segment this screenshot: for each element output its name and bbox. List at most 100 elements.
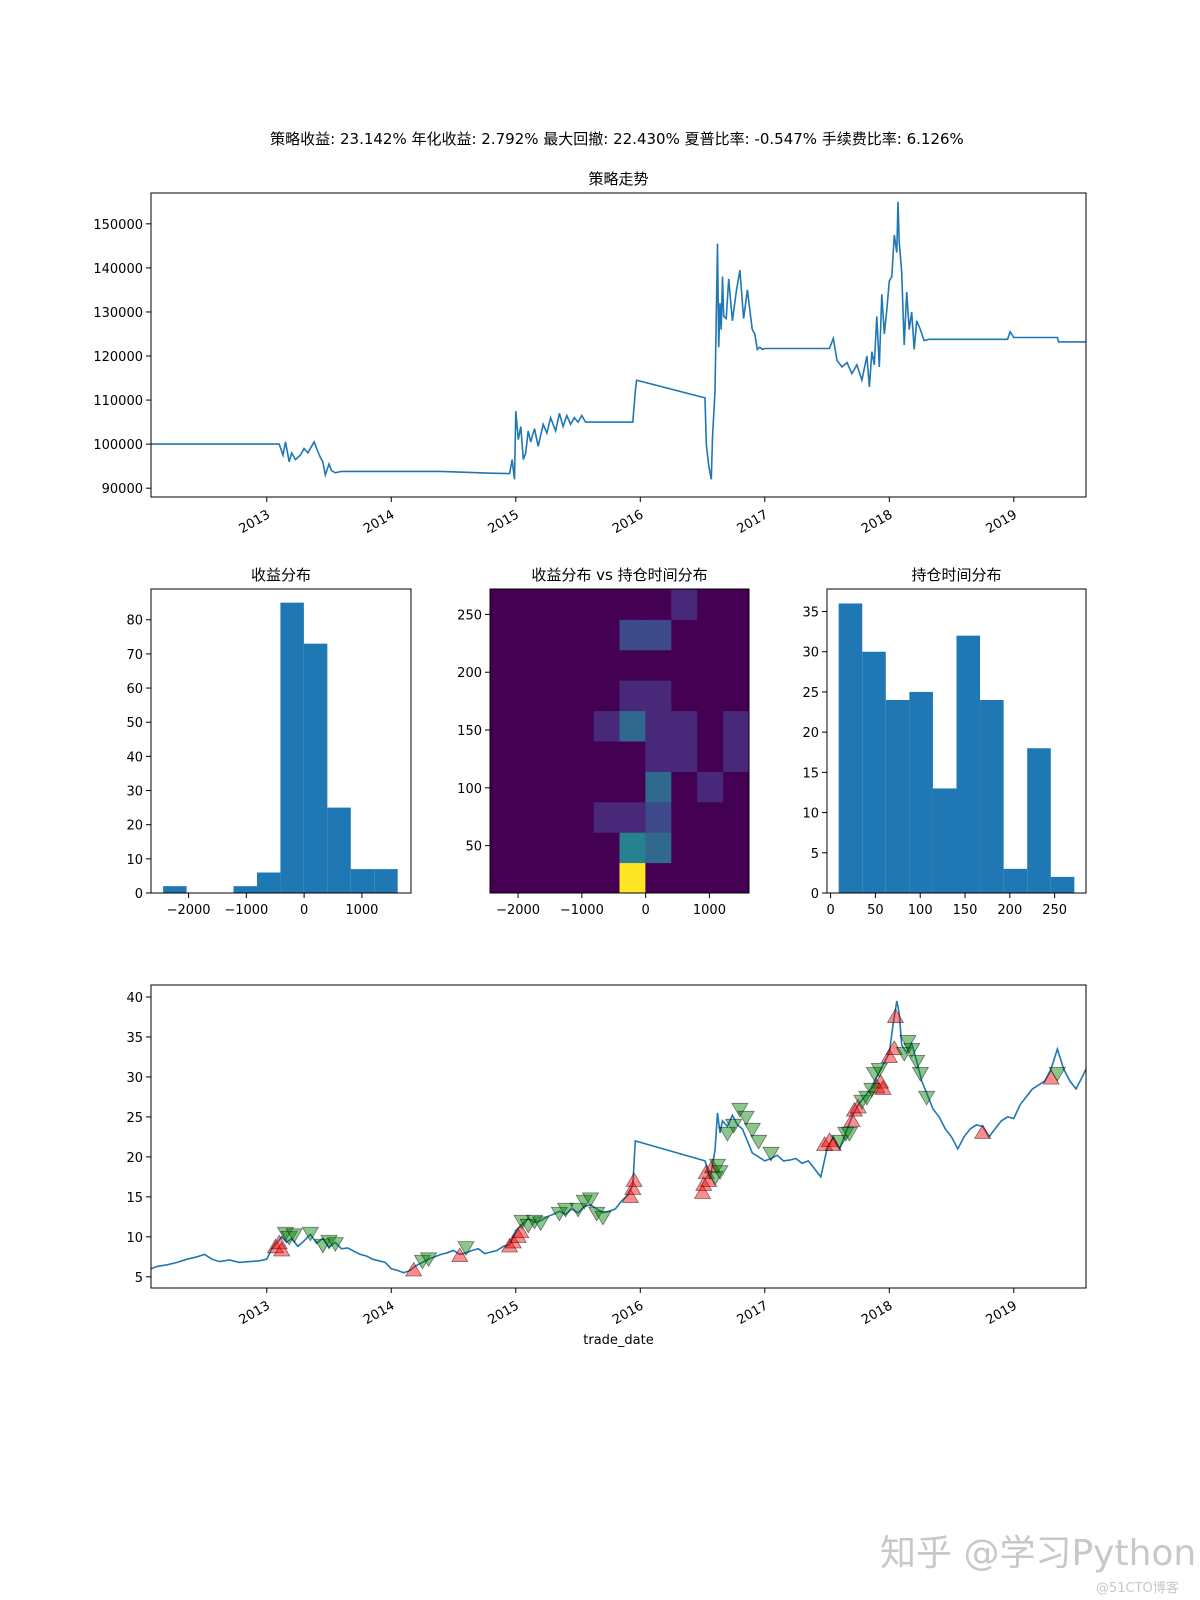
sell-marker xyxy=(911,1066,930,1082)
heatmap-cell xyxy=(619,680,646,712)
y-tick-label: 10 xyxy=(802,807,819,822)
x-tick-label: −2000 xyxy=(167,903,211,918)
heatmap-cell xyxy=(671,589,698,620)
heatmap-cell xyxy=(593,649,620,681)
heatmap-cell xyxy=(671,862,698,894)
heatmap-cell xyxy=(671,801,698,833)
buy-marker xyxy=(500,1237,519,1253)
buy-marker xyxy=(815,1136,834,1151)
heatmap-cell xyxy=(515,589,543,620)
buy-marker xyxy=(880,1048,898,1063)
heatmap-cell xyxy=(593,862,620,894)
buy-marker xyxy=(820,1132,839,1147)
chart-title: 收益分布 xyxy=(251,566,311,584)
y-tick-label: 25 xyxy=(802,686,819,701)
heatmap-cell xyxy=(593,741,620,772)
strategy-chart: 策略走势 2013 2014 2015 2016 2017 2018 2019 90000 100… xyxy=(93,170,1087,537)
heatmap-cell xyxy=(541,589,569,620)
x-tick-label: 2013 xyxy=(237,1298,273,1328)
heatmap-cell xyxy=(593,801,620,833)
sell-marker xyxy=(581,1192,600,1208)
heatmap-cell xyxy=(619,619,646,651)
sell-marker xyxy=(830,1134,849,1150)
price-chart: 2013 2014 2015 2016 2017 2018 2019 5 10 15 20 25 30 3… xyxy=(126,984,1087,1348)
heatmap-cell xyxy=(490,862,517,894)
heatmap-cell xyxy=(515,801,543,833)
heatmap-cell xyxy=(671,649,698,681)
x-tick-label: −1000 xyxy=(224,903,268,918)
bar xyxy=(163,886,187,893)
heatmap-cell xyxy=(490,771,517,803)
x-tick-label: 2015 xyxy=(486,507,522,537)
sell-marker xyxy=(711,1165,729,1181)
sell-marker xyxy=(285,1228,303,1244)
sell-marker xyxy=(743,1122,762,1138)
sell-marker xyxy=(907,1054,926,1070)
axes-frame xyxy=(826,588,1087,894)
x-tick-label: 100 xyxy=(908,903,933,918)
heatmap-cell xyxy=(515,771,543,803)
heatmap-cell xyxy=(541,680,569,712)
chart-title: 持仓时间分布 xyxy=(911,566,1001,584)
heatmap-cell xyxy=(645,862,672,894)
y-tick-label: 20 xyxy=(126,1151,143,1166)
heatmap-cell xyxy=(593,680,620,712)
bar xyxy=(885,699,910,893)
sell-marker xyxy=(550,1206,569,1222)
x-tick-label: 2013 xyxy=(237,507,273,537)
heatmap-cell xyxy=(541,801,569,833)
y-tick-label: 30 xyxy=(126,1071,143,1086)
sell-marker xyxy=(902,1042,921,1058)
heatmap-cell xyxy=(490,710,517,742)
x-tick-label: −2000 xyxy=(496,903,540,918)
y-tick-label: 50 xyxy=(465,840,482,855)
heatmap-cell xyxy=(619,862,646,894)
heatmap-cell xyxy=(723,832,750,864)
y-tick-label: 40 xyxy=(126,750,143,765)
bar xyxy=(956,635,981,893)
buy-marker xyxy=(849,1098,867,1114)
sell-marker xyxy=(853,1094,871,1110)
heatmap-cell xyxy=(490,801,517,833)
buy-marker xyxy=(693,1184,712,1199)
bar xyxy=(1027,748,1051,893)
y-tick-label: 25 xyxy=(126,1111,143,1126)
heatmap-cell xyxy=(541,649,569,681)
x-tick-label: 2017 xyxy=(735,507,771,537)
x-tick-label: 2015 xyxy=(486,1298,522,1328)
heatmap-cell xyxy=(593,710,620,742)
heatmap-cell xyxy=(619,771,646,803)
x-tick-label: 2017 xyxy=(735,1298,771,1328)
bar xyxy=(303,643,328,893)
buy-marker xyxy=(695,1176,713,1191)
buy-marker xyxy=(874,1080,892,1095)
sell-marker xyxy=(594,1210,612,1226)
sell-marker xyxy=(531,1216,550,1232)
heatmap-cell xyxy=(723,862,750,894)
sell-marker xyxy=(419,1252,438,1268)
heatmap-cell xyxy=(619,832,646,864)
heatmap-cell xyxy=(567,801,595,833)
buy-marker xyxy=(700,1172,718,1187)
heatmap-cell xyxy=(697,741,724,772)
heatmap-cell xyxy=(490,589,517,620)
heatmap-cell xyxy=(723,589,750,620)
buy-marker xyxy=(624,1180,642,1195)
bar xyxy=(980,699,1004,893)
y-tick-label: 250 xyxy=(457,608,482,623)
y-tick-label: 10 xyxy=(126,1231,143,1246)
heatmap-cell xyxy=(671,832,698,864)
heatmap-cell xyxy=(515,710,543,742)
heatmap-cell xyxy=(541,741,569,772)
bar xyxy=(327,807,351,893)
heatmap-cell xyxy=(697,771,724,803)
heatmap-cell xyxy=(619,589,646,620)
heatmap-cell xyxy=(541,862,569,894)
heatmap-cell xyxy=(515,741,543,772)
chart-title: 策略走势 xyxy=(588,170,648,188)
heatmap-cell xyxy=(567,862,595,894)
heatmap-cell xyxy=(515,619,543,651)
buy-marker xyxy=(273,1241,291,1257)
heatmap-cell xyxy=(697,589,724,620)
